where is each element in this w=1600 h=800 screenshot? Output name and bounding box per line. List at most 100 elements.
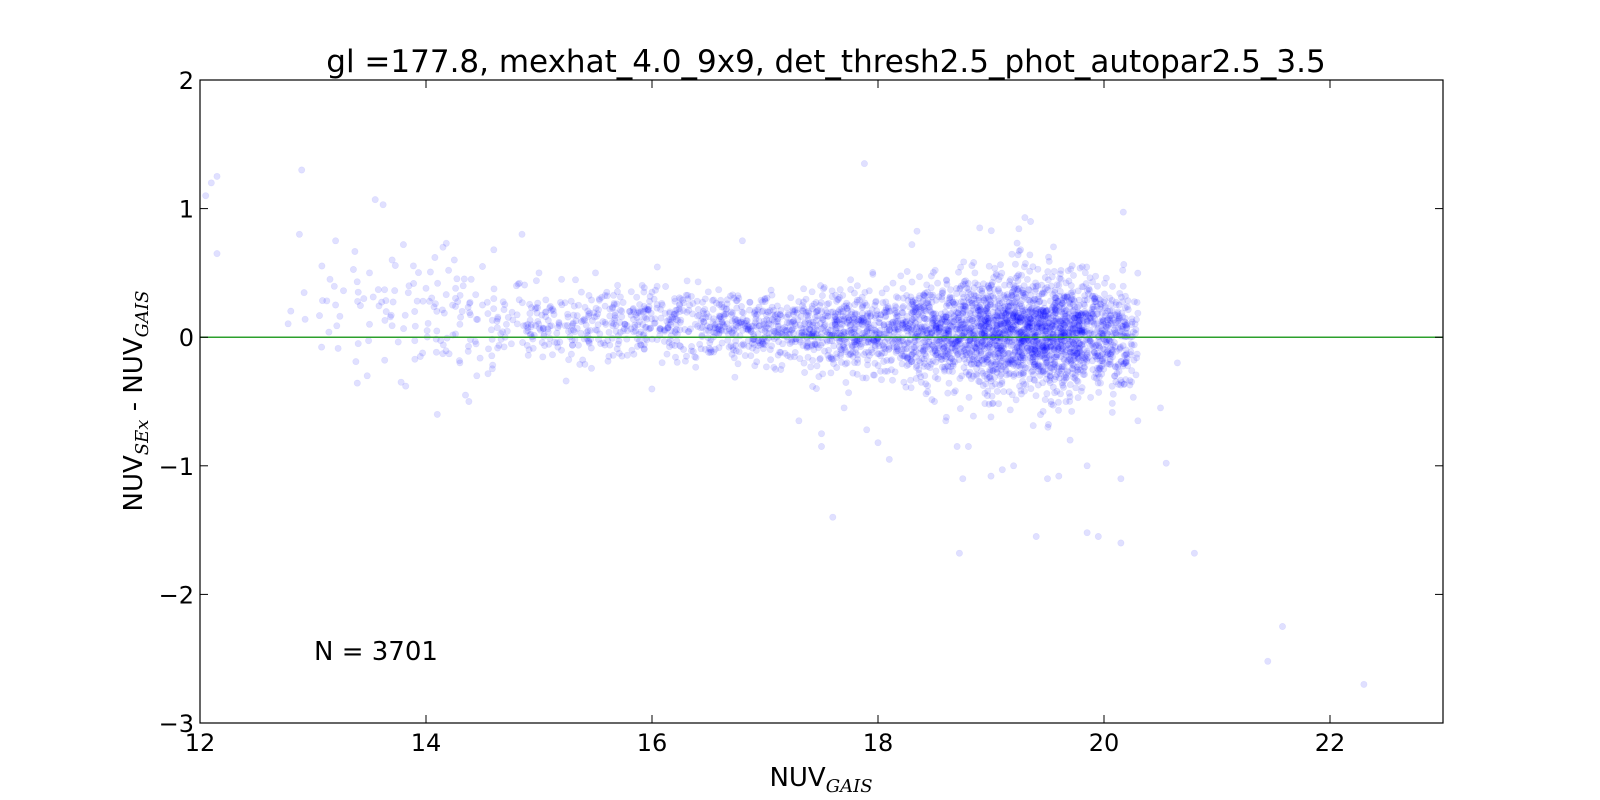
- data-point: [689, 299, 697, 307]
- data-point: [709, 305, 717, 313]
- data-point: [765, 320, 773, 328]
- data-point: [875, 315, 883, 323]
- data-point: [378, 298, 386, 306]
- data-point: [810, 300, 818, 308]
- data-point: [656, 305, 664, 313]
- data-point: [718, 339, 726, 347]
- data-point: [658, 299, 666, 307]
- data-point: [631, 323, 639, 331]
- data-point: [894, 294, 902, 302]
- data-point: [1026, 251, 1034, 259]
- data-point: [699, 310, 707, 318]
- data-point: [819, 339, 827, 347]
- data-point: [1036, 371, 1044, 379]
- data-point: [839, 342, 847, 350]
- data-point: [912, 353, 920, 361]
- data-point: [703, 322, 711, 330]
- data-point: [352, 358, 360, 366]
- data-point: [927, 308, 935, 316]
- data-point: [1264, 657, 1272, 665]
- data-point: [1004, 293, 1012, 301]
- data-point: [770, 306, 778, 314]
- data-point: [410, 279, 418, 287]
- data-point: [723, 305, 731, 313]
- data-point: [718, 303, 726, 311]
- data-point: [404, 289, 412, 297]
- data-point: [623, 351, 631, 359]
- data-point: [1063, 328, 1071, 336]
- data-point: [935, 327, 943, 335]
- data-point: [732, 331, 740, 339]
- data-point: [737, 318, 745, 326]
- data-point: [800, 325, 808, 333]
- data-point: [207, 179, 215, 187]
- data-point: [783, 304, 791, 312]
- data-point: [466, 311, 474, 319]
- data-point: [526, 309, 534, 317]
- data-point: [862, 348, 870, 356]
- data-point: [736, 332, 744, 340]
- data-point: [1068, 262, 1076, 270]
- data-point: [885, 455, 893, 463]
- data-point: [1130, 341, 1138, 349]
- data-point: [451, 330, 459, 338]
- data-point: [684, 328, 692, 336]
- data-point: [943, 299, 951, 307]
- data-point: [1090, 373, 1098, 381]
- data-point: [640, 313, 648, 321]
- data-point: [1121, 304, 1129, 312]
- data-point: [1055, 406, 1063, 414]
- data-point: [1044, 423, 1052, 431]
- data-point: [776, 329, 784, 337]
- data-point: [391, 287, 399, 295]
- data-point: [614, 281, 622, 289]
- data-point: [1041, 396, 1049, 404]
- data-point: [787, 318, 795, 326]
- data-point: [1034, 381, 1042, 389]
- data-point: [671, 297, 679, 305]
- data-point: [888, 318, 896, 326]
- data-point: [840, 341, 848, 349]
- data-point: [994, 306, 1002, 314]
- data-point: [754, 330, 762, 338]
- data-point: [748, 322, 756, 330]
- data-point: [1109, 390, 1117, 398]
- data-point: [899, 302, 907, 310]
- data-point: [805, 332, 813, 340]
- data-point: [298, 166, 306, 174]
- data-point: [963, 284, 971, 292]
- data-point: [587, 344, 595, 352]
- data-point: [932, 321, 940, 329]
- data-point: [799, 306, 807, 314]
- data-point: [595, 295, 603, 303]
- data-point: [416, 352, 424, 360]
- data-point: [984, 387, 992, 395]
- data-point: [645, 305, 653, 313]
- data-point: [755, 321, 763, 329]
- data-point: [730, 326, 738, 334]
- data-point: [379, 201, 387, 209]
- data-point: [587, 364, 595, 372]
- data-point: [574, 301, 582, 309]
- data-point: [991, 264, 999, 272]
- data-point: [908, 241, 916, 249]
- data-point: [868, 306, 876, 314]
- data-point: [1086, 337, 1094, 345]
- data-point: [806, 326, 814, 334]
- data-point: [1117, 293, 1125, 301]
- data-point: [988, 392, 996, 400]
- data-point: [732, 341, 740, 349]
- data-point: [970, 284, 978, 292]
- data-point: [639, 320, 647, 328]
- data-point: [817, 442, 825, 450]
- data-point: [913, 227, 921, 235]
- data-point: [1119, 266, 1127, 274]
- data-point: [723, 296, 731, 304]
- data-point: [705, 313, 713, 321]
- data-point: [501, 301, 509, 309]
- data-point: [801, 318, 809, 326]
- data-point: [616, 293, 624, 301]
- data-point: [471, 337, 479, 345]
- data-point: [493, 317, 501, 325]
- data-point: [666, 320, 674, 328]
